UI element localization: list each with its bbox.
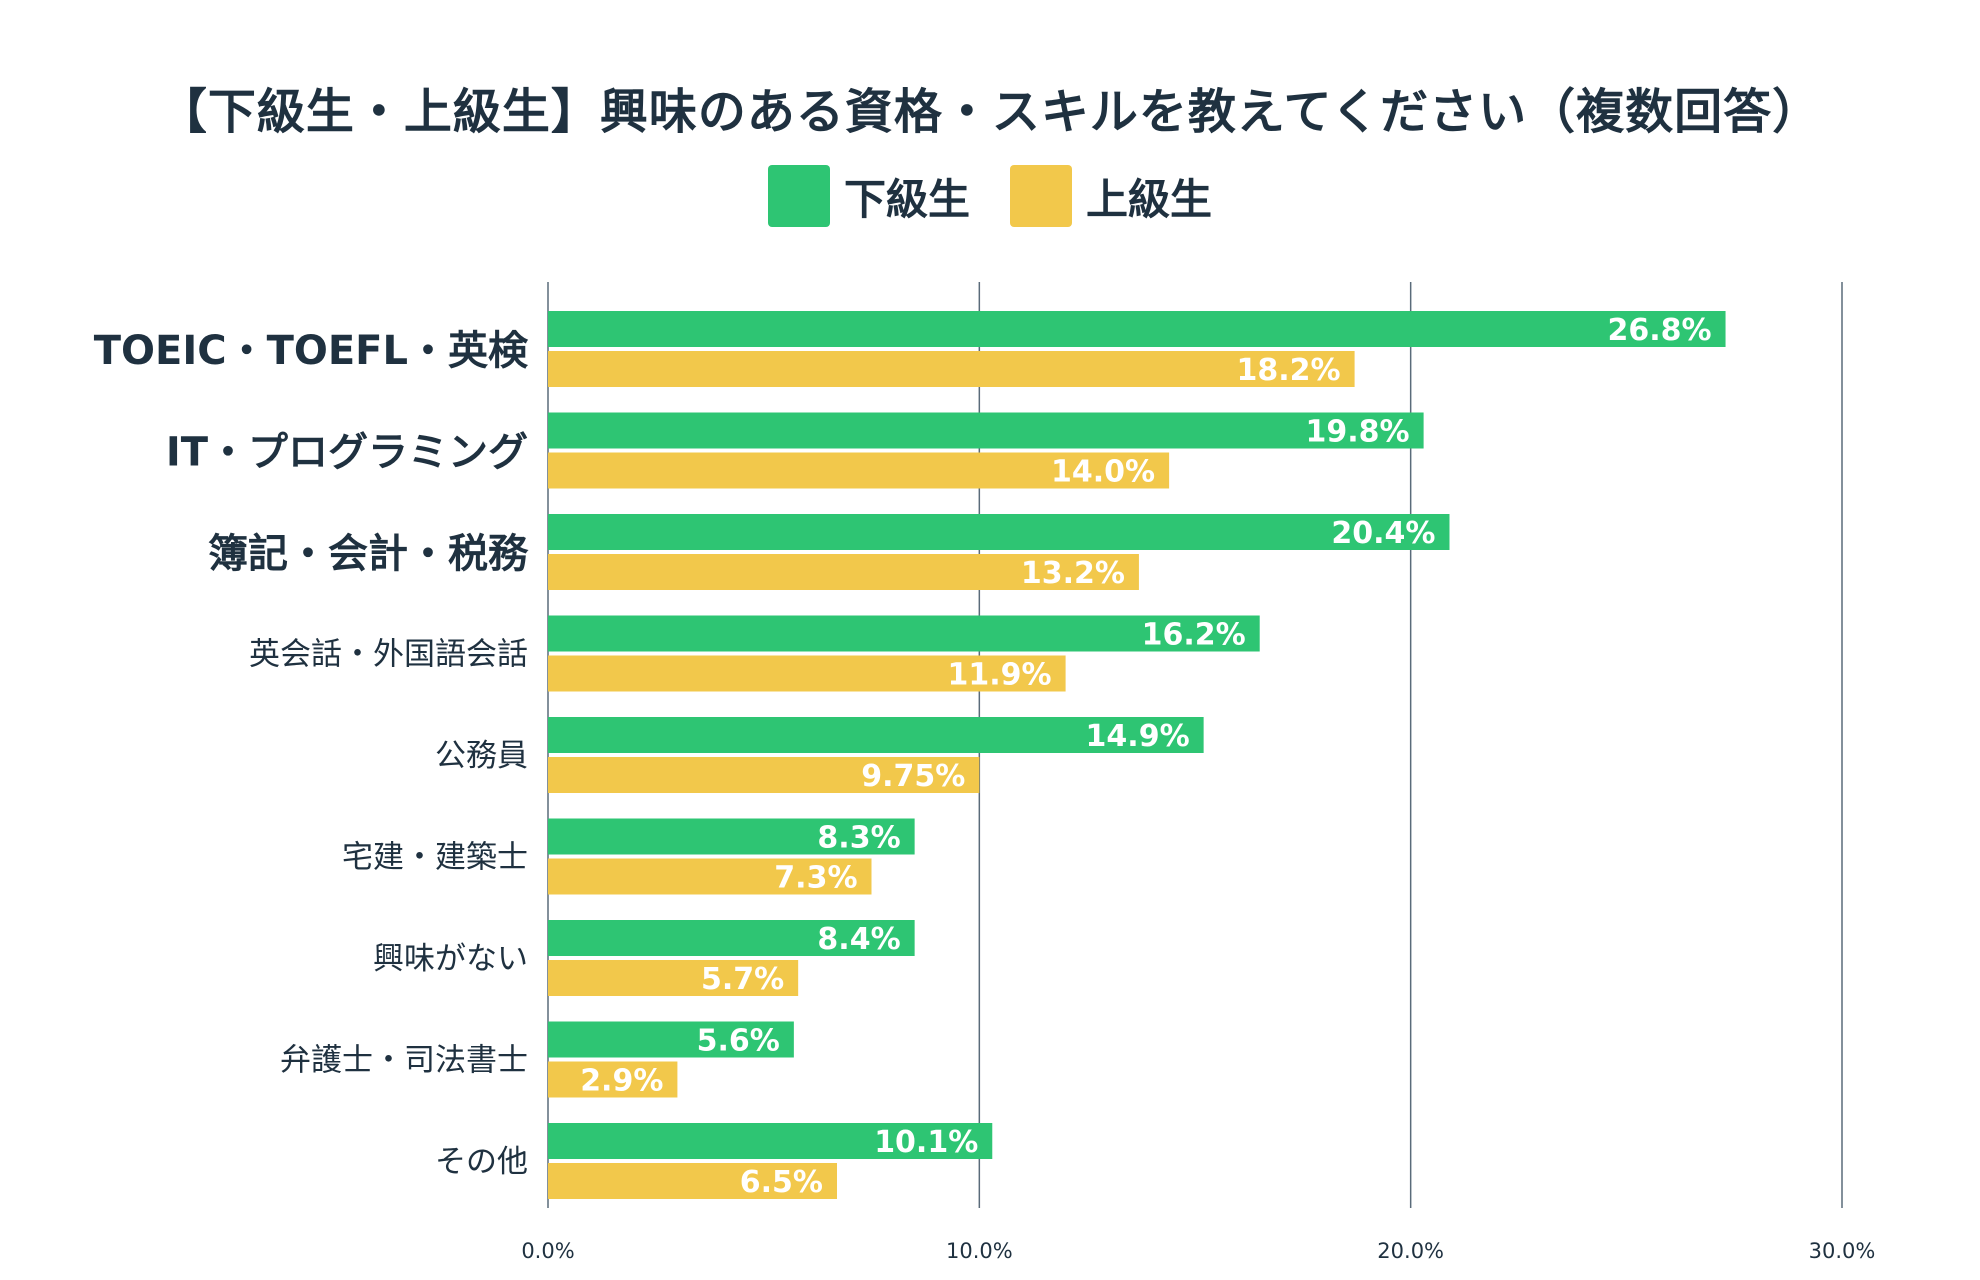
- bar-lower-3: [548, 615, 1260, 652]
- category-label-0: TOEIC・TOEFL・英検: [94, 328, 529, 374]
- bar-upper-3: [548, 655, 1066, 692]
- data-label-lower-8: 10.1%: [874, 1125, 978, 1160]
- data-label-upper-5: 7.3%: [774, 861, 857, 896]
- category-label-2: 簿記・会計・税務: [208, 531, 529, 577]
- data-label-lower-1: 19.8%: [1306, 415, 1410, 450]
- x-tick-label-1: 10.0%: [946, 1239, 1013, 1263]
- category-label-8: その他: [435, 1144, 528, 1180]
- data-label-lower-5: 8.3%: [817, 821, 900, 856]
- legend-label-upper: 上級生: [1086, 174, 1213, 224]
- legend-label-lower: 下級生: [843, 174, 970, 224]
- bar-upper-4: [548, 757, 980, 793]
- bar-lower-2: [548, 514, 1450, 550]
- bar-upper-6: [548, 960, 799, 996]
- bar-lower-5: [548, 818, 915, 855]
- bar-lower-0: [548, 311, 1726, 347]
- bar-upper-5: [548, 858, 872, 895]
- bar-lower-1: [548, 412, 1424, 449]
- category-label-1: IT・プログラミング: [166, 430, 528, 476]
- x-tick-label-3: 30.0%: [1809, 1239, 1876, 1263]
- legend-item-upper: 上級生: [1010, 165, 1212, 227]
- bar-upper-7: [548, 1061, 678, 1098]
- data-label-lower-7: 5.6%: [697, 1024, 780, 1059]
- legend-item-lower: 下級生: [767, 165, 970, 227]
- data-label-lower-0: 26.8%: [1607, 313, 1711, 348]
- data-label-upper-2: 13.2%: [1021, 556, 1125, 591]
- category-label-7: 弁護士・司法書士: [280, 1043, 528, 1079]
- bar-upper-1: [548, 452, 1170, 489]
- data-label-upper-8: 6.5%: [740, 1165, 823, 1200]
- bar-upper-8: [548, 1163, 837, 1199]
- legend-swatch-upper: [1010, 165, 1072, 227]
- bar-lower-7: [548, 1021, 794, 1058]
- x-tick-label-2: 20.0%: [1377, 1239, 1444, 1263]
- chart-title: 【下級生・上級生】興味のある資格・スキルを教えてください（複数回答）: [158, 84, 1822, 140]
- category-label-5: 宅建・建築士: [342, 840, 528, 876]
- category-label-6: 興味がない: [373, 941, 528, 977]
- bar-upper-0: [548, 351, 1355, 387]
- legend-swatch-lower: [767, 165, 830, 227]
- data-label-upper-7: 2.9%: [580, 1064, 663, 1099]
- bar-lower-6: [548, 920, 915, 956]
- data-label-lower-3: 16.2%: [1142, 618, 1246, 653]
- legend: 下級生 上級生: [0, 165, 1980, 227]
- data-label-upper-4: 9.75%: [861, 759, 965, 794]
- bar-lower-8: [548, 1123, 993, 1159]
- bar-upper-2: [548, 554, 1139, 590]
- data-label-lower-2: 20.4%: [1331, 516, 1435, 551]
- category-label-4: 公務員: [435, 738, 528, 774]
- data-label-upper-1: 14.0%: [1051, 455, 1155, 490]
- data-label-upper-6: 5.7%: [701, 962, 784, 997]
- data-label-upper-0: 18.2%: [1237, 353, 1341, 388]
- data-label-lower-4: 14.9%: [1086, 719, 1190, 754]
- bar-lower-4: [548, 717, 1204, 753]
- data-label-upper-3: 11.9%: [948, 658, 1052, 693]
- category-label-3: 英会話・外国語会話: [249, 637, 528, 673]
- data-label-lower-6: 8.4%: [817, 922, 900, 957]
- x-tick-label-0: 0.0%: [521, 1239, 574, 1263]
